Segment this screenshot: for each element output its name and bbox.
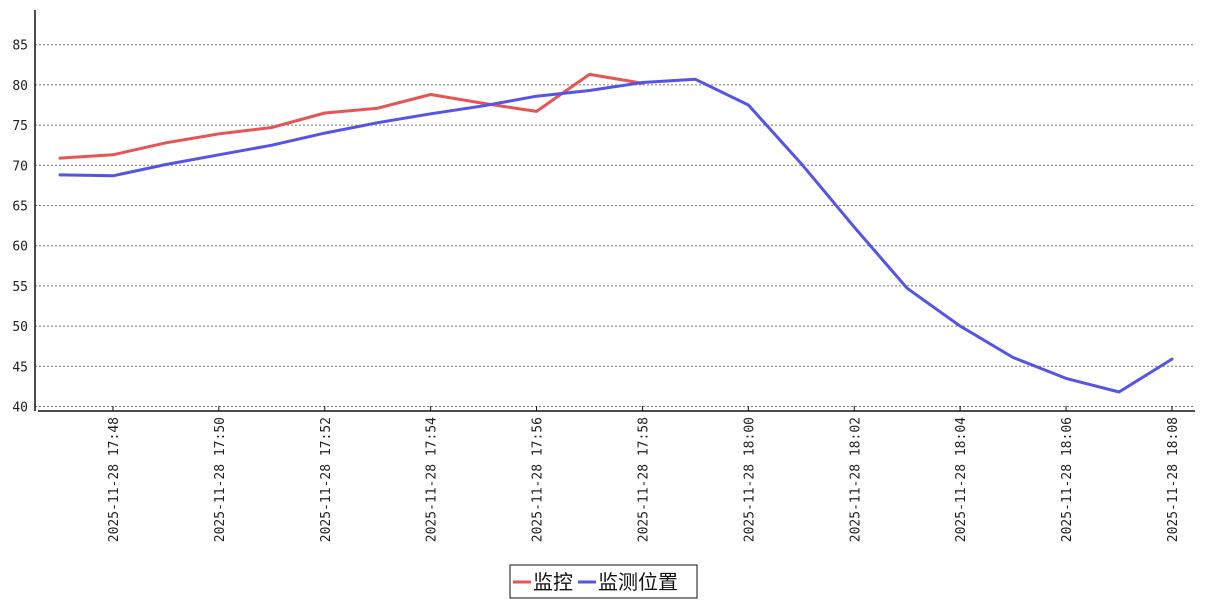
series-line-1	[58, 77, 1174, 394]
x-tick-label: 2025-11-28 18:08	[1166, 417, 1181, 542]
series-lines	[58, 72, 1174, 394]
legend: 监控 监测位置	[509, 564, 698, 599]
y-tick-label: 85	[12, 39, 28, 54]
x-tick-label: 2025-11-28 17:52	[319, 417, 334, 542]
y-tick-label: 55	[12, 280, 28, 295]
x-tick-label: 2025-11-28 17:50	[213, 417, 228, 542]
x-tick-label: 2025-11-28 18:00	[742, 417, 757, 542]
y-tick-label: 65	[12, 200, 28, 215]
y-tick-label: 45	[12, 360, 28, 375]
y-tick-label: 50	[12, 320, 28, 335]
y-tick-label: 70	[12, 159, 28, 174]
x-tick-label: 2025-11-28 18:04	[954, 417, 969, 542]
x-tick-label: 2025-11-28 17:48	[107, 417, 122, 542]
gridlines	[35, 44, 1195, 407]
y-tick-label: 40	[12, 401, 28, 416]
legend-label: 监测位置	[598, 570, 678, 594]
y-tick-label: 75	[12, 119, 28, 134]
y-tick-label: 80	[12, 79, 28, 94]
x-tick-label: 2025-11-28 18:06	[1060, 417, 1075, 542]
axes	[34, 10, 1195, 412]
x-tick-label: 2025-11-28 17:56	[531, 417, 546, 542]
x-tick-label: 2025-11-28 18:02	[848, 417, 863, 542]
series-line-0	[58, 72, 644, 160]
y-tick-label: 60	[12, 240, 28, 255]
tick-labels: 40 45 50 55 60 65 70 75 80 85 2025-11-28 17:48 2025…	[12, 39, 1181, 543]
x-tick-label: 2025-11-28 17:58	[636, 417, 651, 542]
x-tick-label: 2025-11-28 17:54	[425, 417, 440, 542]
legend-box	[509, 564, 698, 599]
legend-label: 监控	[533, 570, 573, 594]
